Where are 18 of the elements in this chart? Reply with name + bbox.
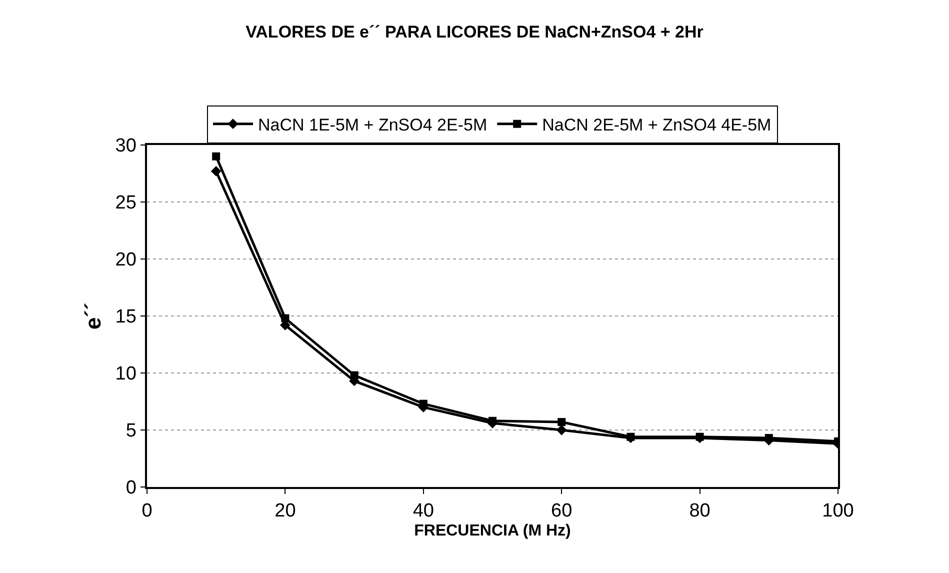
x-tick-label: 40 xyxy=(412,500,434,522)
y-tick-label: 15 xyxy=(115,306,136,328)
y-tick-label: 25 xyxy=(115,192,136,214)
y-axis-title: e´´ xyxy=(80,302,106,330)
x-tick-label: 20 xyxy=(274,500,296,522)
y-tick-label: 0 xyxy=(126,478,136,499)
y-tick-label: 10 xyxy=(115,364,136,385)
x-tick-label: 80 xyxy=(689,500,710,522)
x-tick-label: 100 xyxy=(822,500,854,522)
chart-title: VALORES DE e´´ PARA LICORES DE NaCN+ZnSO4 + 2Hr xyxy=(246,22,704,42)
x-axis-title: FRECUENCIA (M Hz) xyxy=(414,522,571,540)
y-tick-label: 30 xyxy=(115,136,136,157)
x-tick-label: 60 xyxy=(551,500,572,522)
x-tick-label: 0 xyxy=(142,500,152,522)
legend-label: NaCN 1E-5M + ZnSO4 2E-5M xyxy=(258,115,488,134)
y-tick-label: 20 xyxy=(115,250,136,271)
legend-label: NaCN 2E-5M + ZnSO4 4E-5M xyxy=(542,115,772,134)
y-tick-label: 5 xyxy=(126,420,136,442)
